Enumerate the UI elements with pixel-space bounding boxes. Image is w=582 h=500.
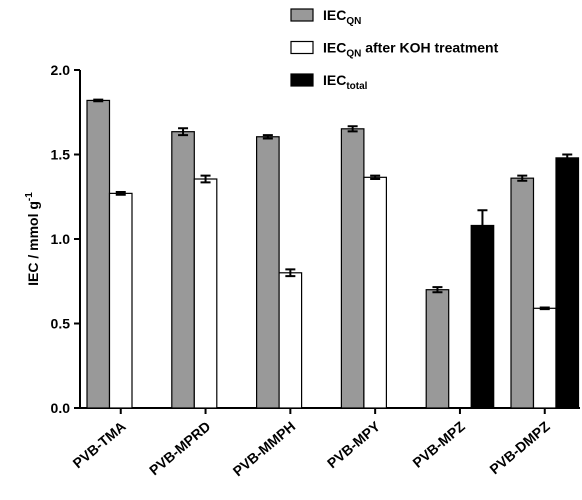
legend-label: IECQN after KOH treatment [323,40,499,60]
legend-subscript: QN [346,16,361,27]
error-bar [262,134,273,140]
bar [86,99,111,409]
error-bar [517,174,528,182]
x-tick-label: PVB-MPRD [146,418,213,478]
bar [425,289,450,409]
legend-subscript: total [346,81,367,92]
y-axis-label-sup: -1 [24,192,35,201]
y-tick-label: 1.5 [51,147,71,163]
error-bar [370,174,381,181]
x-tick-label: PVB-MMPH [230,418,299,479]
y-tick-label: 1.0 [51,231,71,247]
y-axis-label: IEC / mmol g-1 [24,192,41,286]
legend-label: IECtotal [323,72,368,92]
bar [532,307,557,409]
error-bar [115,191,126,196]
error-bar [432,286,443,294]
y-tick-label: 2.0 [51,62,71,78]
bar [256,136,280,409]
error-bar [200,174,211,184]
legend-name: IEC [323,40,346,56]
legend-swatch [290,8,314,22]
legend-name: IEC [323,7,346,23]
error-bar [285,268,296,278]
x-tick-label: PVB-DMPZ [486,418,553,478]
error-bar [539,306,550,311]
error-bar [93,98,104,103]
legend-swatch [290,40,314,55]
legend-swatch [290,73,314,87]
error-bar [562,153,573,163]
error-bar [347,125,358,133]
bar [193,178,218,409]
y-tick-label: 0.0 [51,400,71,416]
legend-label: IECQN [323,7,361,27]
bar [278,272,303,409]
legend-suffix: after KOH treatment [361,40,498,56]
bar [108,192,133,409]
x-tick-label: PVB-MPZ [409,418,468,471]
error-bar [477,209,488,242]
y-axis-label-main: IEC / mmol g [25,201,41,286]
bar [555,157,580,409]
legend-name: IEC [323,72,346,88]
legend-subscript: QN [346,49,361,60]
y-tick-label: 0.5 [51,316,71,332]
bar [171,131,195,409]
bar [340,128,365,409]
bar [470,224,495,409]
x-tick-label: PVB-MPY [324,418,384,472]
bar [363,176,387,409]
bar [510,177,535,409]
x-tick-label: PVB-TMA [70,418,129,471]
error-bar [178,127,189,137]
